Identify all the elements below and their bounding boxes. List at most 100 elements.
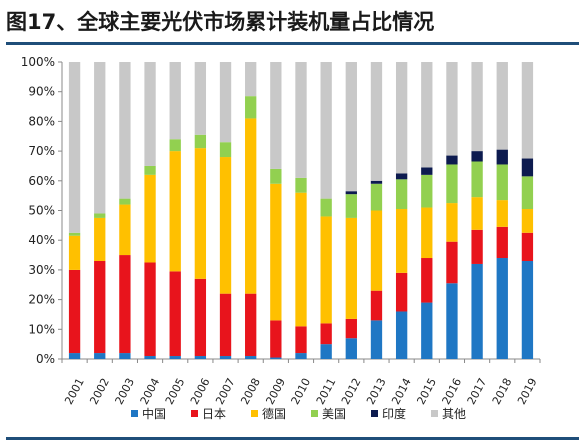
bar-segment-2009-5 (270, 62, 282, 169)
bar-segment-2019-3 (521, 176, 534, 210)
bar-segment-2014-0 (395, 311, 408, 359)
bar-segment-2005-0 (169, 356, 181, 359)
bar-segment-2017-1 (471, 229, 483, 264)
legend-label-5: 其他 (442, 407, 466, 421)
bar-segment-2015-3 (421, 174, 433, 208)
bar-segment-2004-3 (144, 165, 156, 175)
bar-segment-2013-1 (370, 290, 383, 321)
bar-segment-2007-3 (219, 142, 232, 158)
bar-segment-2008-5 (245, 62, 257, 97)
bar-segment-2019-2 (521, 209, 534, 233)
bar-segment-2019-1 (521, 232, 534, 261)
legend-label-4: 印度 (382, 406, 406, 421)
y-tick-label: 70% (28, 144, 55, 158)
bar-segment-2019-5 (521, 62, 534, 159)
x-tick-label: 2011 (314, 376, 339, 407)
chart-title: 图17、全球主要光伏市场累计装机量占比情况 (6, 10, 435, 34)
x-tick-label: 2019 (515, 376, 540, 407)
bar-segment-2008-0 (245, 356, 257, 359)
x-tick-label: 2012 (339, 376, 364, 407)
bar-segment-2004-0 (144, 356, 156, 359)
x-tick-label: 2001 (62, 376, 87, 407)
x-tick-label: 2013 (364, 376, 389, 407)
bar-segment-2018-0 (496, 258, 508, 359)
bar-segment-2008-2 (245, 118, 257, 294)
bar-segment-2019-0 (521, 260, 534, 359)
bar-segment-2016-4 (446, 155, 458, 165)
bar-segment-2003-0 (119, 353, 131, 359)
bar-segment-2005-3 (169, 139, 181, 152)
x-tick-label: 2004 (138, 376, 163, 407)
legend-swatch-4 (371, 410, 378, 417)
x-tick-label: 2009 (263, 376, 288, 407)
bar-segment-2014-1 (395, 272, 408, 312)
bar-segment-2015-0 (421, 302, 433, 359)
bar-segment-2002-5 (94, 62, 106, 214)
bar-segment-2018-1 (496, 226, 508, 259)
legend-swatch-0 (131, 410, 138, 417)
bar-segment-2009-0 (270, 357, 282, 359)
x-tick-label: 2008 (238, 376, 263, 407)
bar-segment-2009-3 (270, 168, 282, 184)
bar-segment-2001-2 (68, 235, 81, 270)
bar-segment-2001-0 (68, 353, 81, 359)
bar-segment-2007-2 (219, 157, 232, 294)
legend-swatch-2 (251, 410, 258, 417)
bar-segment-2015-2 (421, 207, 433, 259)
bar-segment-2006-1 (194, 278, 207, 357)
bar-segment-2015-1 (421, 258, 433, 303)
bar-segment-2017-5 (471, 62, 483, 152)
bar-segment-2008-3 (245, 96, 257, 119)
bar-segment-2014-3 (395, 179, 408, 210)
bar-segment-2018-4 (496, 149, 508, 165)
bar-segment-2002-0 (94, 353, 106, 359)
bar-segment-2008-1 (245, 293, 257, 357)
bar-segment-2013-2 (370, 210, 383, 291)
bar-segment-2004-2 (144, 174, 156, 263)
bar-segment-2013-0 (370, 320, 383, 359)
x-tick-label: 2014 (389, 376, 414, 407)
bar-segment-2018-3 (496, 164, 508, 201)
y-tick-label: 50% (28, 204, 55, 218)
bar-segment-2012-3 (345, 194, 357, 218)
bar-segment-2012-4 (345, 191, 357, 195)
bar-segment-2006-2 (194, 148, 207, 279)
bar-segment-2004-1 (144, 262, 156, 357)
bar-segment-2010-2 (295, 192, 307, 327)
x-tick-label: 2015 (414, 376, 439, 407)
y-tick-label: 0% (36, 352, 55, 366)
bar-segment-2011-5 (320, 62, 332, 199)
x-tick-label: 2016 (440, 376, 465, 407)
bar-segment-2006-5 (194, 62, 207, 135)
y-tick-label: 20% (28, 293, 55, 307)
bar-segment-2007-0 (219, 356, 232, 359)
bar-segment-2015-4 (421, 167, 433, 175)
bar-segment-2016-1 (446, 241, 458, 284)
bar-segment-2005-1 (169, 271, 181, 357)
bar-segment-2012-2 (345, 217, 357, 319)
x-tick-label: 2003 (112, 376, 137, 407)
bar-segment-2017-4 (471, 151, 483, 162)
legend-swatch-5 (431, 410, 438, 417)
legend-label-1: 日本 (202, 407, 226, 421)
bar-segment-2011-1 (320, 323, 332, 345)
x-tick-label: 2018 (490, 376, 515, 407)
x-tick-label: 2017 (465, 376, 490, 407)
bottom-rule (6, 437, 579, 440)
bar-segment-2017-0 (471, 263, 483, 359)
x-tick-label: 2010 (289, 376, 314, 407)
x-tick-label: 2005 (163, 376, 188, 407)
y-tick-label: 100% (21, 55, 55, 69)
bar-segment-2003-3 (119, 198, 131, 205)
bar-segment-2015-5 (421, 62, 433, 168)
bar-segment-2007-5 (219, 62, 232, 143)
bar-segment-2012-5 (345, 62, 357, 192)
y-tick-label: 60% (28, 174, 55, 188)
y-tick-label: 90% (28, 85, 55, 99)
bar-segment-2001-3 (68, 232, 81, 236)
bar-segment-2002-1 (94, 260, 106, 354)
bar-segment-2001-1 (68, 269, 81, 354)
bar-segment-2016-3 (446, 164, 458, 204)
legend-swatch-3 (311, 410, 318, 417)
bar-segment-2003-2 (119, 204, 131, 256)
